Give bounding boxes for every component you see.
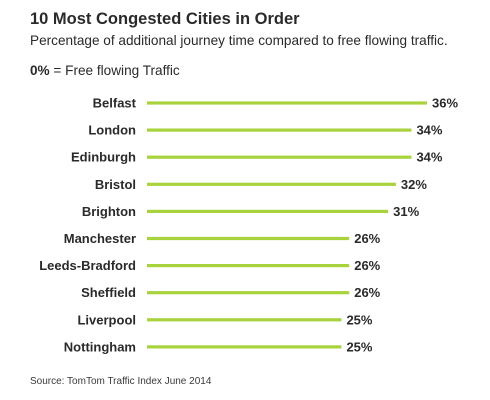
bar <box>147 291 350 295</box>
chart-title: 10 Most Congested Cities in Order <box>30 10 300 28</box>
category-label: Bristol <box>95 177 136 192</box>
bar <box>147 128 412 132</box>
category-label: Manchester <box>64 231 136 246</box>
baseline-note-text: = Free flowing Traffic <box>49 63 180 78</box>
baseline-note: 0% = Free flowing Traffic <box>30 63 180 78</box>
chart-subtitle: Percentage of additional journey time co… <box>30 33 448 48</box>
value-label: 26% <box>354 258 380 273</box>
value-label: 36% <box>432 96 458 111</box>
category-label: Leeds-Bradford <box>39 258 136 273</box>
category-label: Edinburgh <box>71 150 136 165</box>
bar <box>147 318 342 322</box>
value-label: 31% <box>393 204 419 219</box>
bar <box>147 236 350 241</box>
value-label: 26% <box>354 231 380 246</box>
category-label: Sheffield <box>81 285 136 300</box>
bar <box>147 182 396 186</box>
bar <box>147 155 412 159</box>
baseline-note-value: 0% <box>30 63 50 78</box>
value-label: 25% <box>346 339 372 354</box>
category-label: London <box>88 123 136 138</box>
bar <box>147 209 389 213</box>
value-label: 34% <box>416 150 442 165</box>
category-label: Liverpool <box>77 312 136 327</box>
value-label: 32% <box>401 177 427 192</box>
value-label: 26% <box>354 285 380 300</box>
value-label: 25% <box>346 312 372 327</box>
value-label: 34% <box>416 123 442 138</box>
bar <box>147 101 427 105</box>
category-label: Nottingham <box>64 339 136 354</box>
bar <box>147 264 350 268</box>
category-label: Brighton <box>82 204 136 219</box>
bar <box>147 345 342 349</box>
source-note: Source: TomTom Traffic Index June 2014 <box>30 376 212 387</box>
category-label: Belfast <box>93 96 137 111</box>
